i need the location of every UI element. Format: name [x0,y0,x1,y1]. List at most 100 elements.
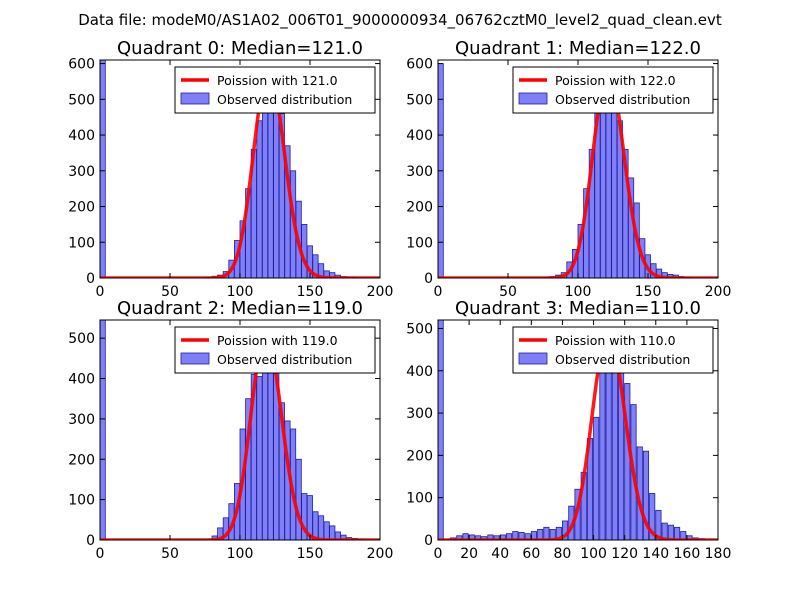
legend-line-label: Poission with 122.0 [555,73,676,88]
histogram-bar [600,84,607,278]
histogram-bar [273,109,280,278]
quadrant-1-panel: 0 50 100 150 200 0 100 200 300 400 500 600 Quadrant … [406,38,731,300]
histogram-bar [487,534,494,540]
x-tick-label: 180 [705,546,732,562]
y-tick-label: 200 [68,452,95,468]
x-tick-label: 50 [161,546,179,562]
y-tick-label: 600 [68,57,95,73]
legend-line-label: Poission with 110.0 [555,333,676,348]
x-tick-label: 150 [297,284,324,300]
plot-area [100,60,380,278]
histogram-bar [323,521,330,540]
legend: Poission with 110.0 Observed distribution [512,326,714,374]
legend: Poission with 119.0 Observed distribution [174,326,376,374]
x-tick-label: 50 [161,284,179,300]
histogram-bar [317,515,325,540]
legend-bar-swatch [518,92,548,105]
panel-title: Quadrant 1: Median=122.0 [455,38,701,59]
histogram-bar [256,376,263,540]
x-tick-label: 60 [522,546,540,562]
histogram-bar [462,533,469,540]
figure-suptitle: Data file: modeM0/AS1A02_006T01_90000009… [78,11,722,30]
y-tick-label: 500 [406,321,433,337]
x-tick-label: 40 [491,546,509,562]
histogram-bar [506,533,513,540]
quadrant-2-panel: 0 50 100 150 200 0 100 200 300 400 500 Quadrant 2: … [68,298,393,562]
legend-line-label: Poission with 121.0 [217,73,338,88]
legend: Poission with 122.0 Observed distribution [512,66,714,114]
legend-box [174,66,376,114]
histogram-bar [438,320,444,540]
x-tick-label: 0 [96,284,105,300]
histogram-bar [329,525,336,540]
x-tick-label: 100 [227,284,254,300]
y-tick-label: 200 [406,448,433,464]
histogram-bar [256,120,263,278]
quadrant-0-panel: 0 50 100 150 200 0 100 200 300 400 500 600 Quadrant … [68,38,393,300]
histogram-bar [549,529,556,540]
histogram-bar [261,355,269,540]
plot-area [438,320,718,540]
y-tick-label: 400 [406,364,433,380]
histogram-bar [100,320,106,540]
y-tick-label: 500 [68,92,95,108]
legend-bar-label: Observed distribution [555,352,690,367]
y-tick-label: 500 [406,92,433,108]
y-tick-label: 0 [86,533,95,549]
y-tick-label: 400 [406,128,433,144]
y-tick-label: 500 [68,331,95,347]
x-tick-label: 150 [635,284,662,300]
legend-bar-label: Observed distribution [217,92,352,107]
y-tick-label: 300 [68,164,95,180]
axes-frame [437,319,719,541]
y-tick-label: 100 [406,235,433,251]
x-tick-label: 120 [611,546,638,562]
y-tick-label: 100 [406,491,433,507]
x-tick-label: 50 [499,284,517,300]
y-tick-label: 400 [68,128,95,144]
y-tick-label: 200 [406,200,433,216]
x-tick-label: 100 [227,546,254,562]
y-tick-label: 100 [68,493,95,509]
x-tick-label: 80 [554,546,572,562]
histogram-bar [518,531,525,540]
x-tick-label: 140 [642,546,669,562]
histogram-bar [524,533,531,540]
x-tick-label: 160 [674,546,701,562]
legend-bar-label: Observed distribution [217,352,352,367]
histogram-bar [649,493,656,540]
legend-bar-label: Observed distribution [555,92,690,107]
x-tick-label: 100 [565,284,592,300]
y-tick-label: 0 [86,271,95,287]
panel-title: Quadrant 2: Median=119.0 [117,298,363,319]
x-tick-label: 200 [367,546,394,562]
y-tick-label: 300 [68,412,95,428]
histogram-bar [599,370,606,540]
histogram-bar [667,524,674,540]
legend-bar-swatch [518,352,548,365]
histogram-bar [537,529,544,540]
panel-title: Quadrant 3: Median=110.0 [455,298,701,319]
y-tick-label: 0 [424,271,433,287]
y-tick-label: 100 [68,235,95,251]
x-tick-label: 0 [434,546,443,562]
legend: Poission with 121.0 Observed distribution [174,66,376,114]
histogram-bar [261,91,269,278]
legend-bar-swatch [180,352,210,365]
quadrant-3-panel: 0 20 40 60 80 100 120 140 160 1800100200300400500… [406,298,731,562]
histogram-bar [593,416,600,540]
histogram-bar [674,526,681,540]
x-tick-label: 20 [460,546,478,562]
x-tick-label: 100 [580,546,607,562]
legend-box [512,326,714,374]
y-tick-label: 400 [68,372,95,388]
y-tick-label: 600 [406,57,433,73]
panel-title: Quadrant 0: Median=121.0 [117,38,363,59]
x-tick-label: 200 [367,284,394,300]
legend-box [512,66,714,114]
histogram-bar [267,98,274,278]
histogram-bar [295,458,302,540]
y-tick-label: 300 [406,164,433,180]
histogram-bar [543,526,550,540]
